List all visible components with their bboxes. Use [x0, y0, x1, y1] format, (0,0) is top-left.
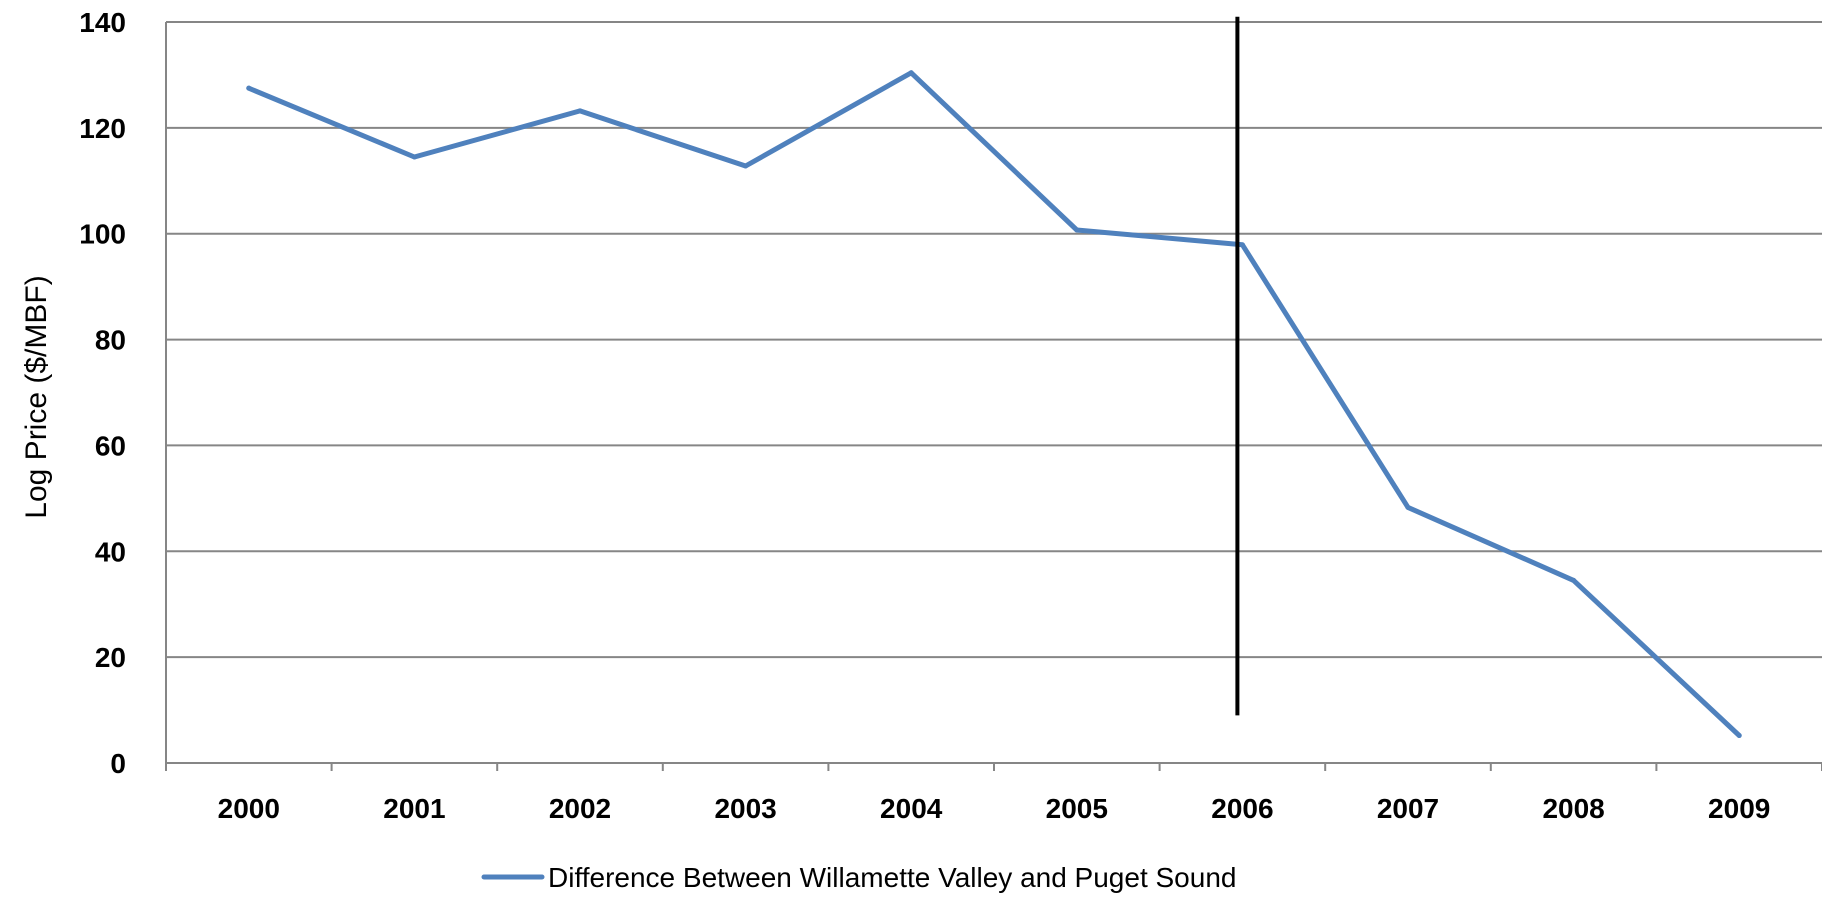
y-tick-label: 20: [95, 642, 126, 673]
x-tick-label: 2001: [383, 793, 445, 824]
y-tick-label: 120: [79, 113, 126, 144]
legend: Difference Between Willamette Valley and…: [481, 862, 1236, 893]
series-line-0: [246, 70, 1742, 738]
x-tick-label: 2008: [1542, 793, 1604, 824]
data-point: [1405, 504, 1411, 510]
y-tick-label: 140: [79, 7, 126, 38]
data-point: [246, 85, 252, 91]
series-lines: [246, 70, 1742, 738]
y-tick-label: 0: [110, 748, 126, 779]
legend-label: Difference Between Willamette Valley and…: [548, 862, 1236, 893]
x-tick-labels: 2000 2001 2002 2003 2004 2005 2006 2007 2008 2009: [218, 793, 1771, 824]
gridlines: [166, 21, 1822, 659]
x-tick-label: 2004: [880, 793, 943, 824]
y-axis-title: Log Price ($/MBF): [20, 275, 53, 518]
y-tick-label: 80: [95, 325, 126, 356]
data-point: [1074, 227, 1080, 233]
data-point: [1736, 732, 1742, 738]
data-point: [743, 163, 749, 169]
data-point: [577, 108, 583, 114]
x-tick-label: 2003: [714, 793, 776, 824]
axes: [165, 22, 1822, 771]
x-tick-label: 2007: [1377, 793, 1439, 824]
x-tick-label: 2000: [218, 793, 280, 824]
data-point: [908, 70, 914, 76]
y-tick-label: 60: [95, 430, 126, 461]
x-tick-label: 2009: [1708, 793, 1770, 824]
x-tick-label: 2006: [1211, 793, 1273, 824]
y-tick-labels: 0 20 40 60 80 100 120 140: [79, 7, 126, 779]
data-point: [1571, 577, 1577, 583]
y-tick-label: 40: [95, 536, 126, 567]
data-point: [1239, 242, 1245, 248]
x-tick-label: 2002: [549, 793, 611, 824]
x-tick-label: 2005: [1046, 793, 1108, 824]
data-point: [411, 154, 417, 160]
y-tick-label: 100: [79, 219, 126, 250]
